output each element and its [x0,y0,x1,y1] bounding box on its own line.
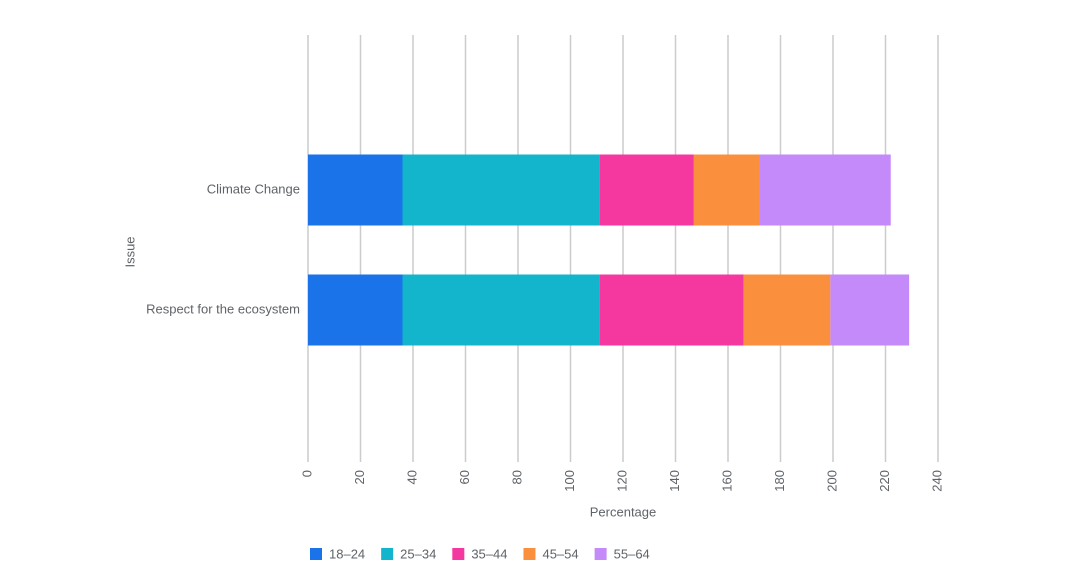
bar-segment [599,274,744,346]
x-tick-label: 160 [719,470,734,492]
bar-segment [830,274,910,346]
bar-segment [759,154,891,226]
x-tick-label: 180 [772,470,787,492]
x-tick-label: 40 [404,470,419,484]
legend-label: 45–54 [542,546,578,561]
bar-segment [402,154,600,226]
bar-segment [402,274,600,346]
legend-swatch [381,548,394,560]
x-tick-label: 220 [877,470,892,492]
legend-label: 55–64 [614,546,650,561]
x-tick-label: 200 [824,470,839,492]
x-tick-label: 60 [457,470,472,484]
bar-segment [308,154,403,226]
x-tick-label: 240 [929,470,944,492]
legend-swatch [594,548,607,560]
legend-label: 35–44 [471,546,507,561]
y-tick-label: Respect for the ecosystem [146,301,300,316]
bar-segment [693,154,760,226]
x-tick-label: 20 [352,470,367,484]
x-tick-label: 0 [299,470,314,477]
x-tick-label: 120 [614,470,629,492]
x-tick-label: 100 [562,470,577,492]
legend-label: 25–34 [400,546,436,561]
bar-segment [308,274,403,346]
legend-swatch [310,548,322,560]
x-tick-label: 140 [667,470,682,492]
bar-segment [743,274,831,346]
legend-swatch [452,548,465,560]
y-axis-label: Issue [122,236,137,267]
legend-swatch [523,548,536,560]
y-tick-label: Climate Change [207,181,300,196]
x-axis-label: Percentage [590,504,657,519]
bar-segment [599,154,694,226]
x-tick-label: 80 [509,470,524,484]
legend-label: 18–24 [329,546,365,561]
